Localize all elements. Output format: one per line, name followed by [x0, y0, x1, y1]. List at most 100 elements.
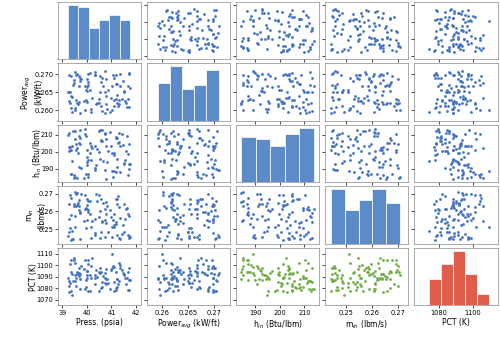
Point	[454, 160, 462, 166]
Point	[386, 270, 394, 275]
Point	[375, 106, 383, 112]
Point	[349, 78, 357, 84]
Point	[434, 38, 442, 43]
Point	[372, 104, 380, 110]
Point	[275, 34, 283, 40]
Point	[464, 218, 471, 224]
Point	[448, 22, 456, 28]
Point	[76, 76, 84, 81]
Point	[87, 109, 95, 115]
Point	[108, 83, 116, 89]
Point	[66, 229, 74, 235]
Point	[368, 41, 376, 47]
Point	[167, 14, 175, 19]
Point	[392, 107, 400, 113]
Point	[384, 34, 392, 40]
Point	[438, 43, 446, 49]
Point	[168, 163, 175, 168]
Point	[185, 131, 193, 136]
Point	[172, 168, 180, 174]
Point	[200, 209, 208, 215]
Point	[80, 84, 88, 89]
Point	[196, 135, 203, 141]
Point	[122, 206, 130, 212]
Point	[297, 16, 305, 22]
Point	[186, 211, 194, 217]
Point	[212, 235, 220, 241]
Point	[195, 236, 203, 242]
Point	[211, 207, 219, 213]
Point	[436, 26, 444, 32]
Point	[274, 19, 282, 24]
Point	[294, 270, 302, 275]
Point	[204, 286, 212, 292]
Point	[370, 35, 378, 41]
Point	[263, 83, 271, 89]
Point	[102, 167, 110, 173]
Point	[68, 228, 76, 234]
Point	[104, 149, 112, 154]
Point	[372, 126, 380, 132]
Point	[337, 143, 345, 149]
Point	[372, 286, 380, 291]
Point	[256, 30, 264, 35]
Point	[448, 159, 456, 164]
Point	[386, 101, 394, 106]
Point	[264, 71, 272, 77]
Point	[194, 198, 202, 204]
Point	[67, 93, 75, 99]
Point	[162, 136, 170, 141]
Point	[308, 265, 316, 270]
Point	[448, 92, 456, 98]
Point	[82, 225, 90, 231]
Point	[72, 283, 80, 289]
Point	[70, 257, 78, 263]
Point	[375, 22, 383, 28]
Point	[304, 101, 312, 107]
Point	[253, 191, 261, 196]
Point	[362, 93, 370, 99]
Point	[307, 28, 315, 34]
Point	[238, 266, 246, 271]
Point	[116, 143, 124, 149]
Point	[211, 157, 219, 163]
Point	[112, 287, 120, 293]
Point	[290, 279, 298, 284]
Point	[171, 49, 179, 54]
Point	[331, 150, 339, 156]
Point	[169, 28, 177, 34]
Point	[284, 214, 292, 220]
Point	[125, 235, 133, 241]
Point	[441, 206, 449, 212]
Point	[432, 219, 440, 225]
Point	[81, 107, 89, 113]
Point	[466, 168, 474, 174]
Point	[158, 224, 166, 230]
Point	[260, 76, 268, 82]
Point	[112, 101, 120, 106]
Point	[101, 110, 109, 116]
Point	[288, 287, 296, 293]
Point	[288, 103, 296, 108]
Point	[154, 41, 162, 47]
Point	[263, 25, 271, 31]
Point	[246, 16, 254, 22]
Point	[92, 272, 100, 278]
Point	[163, 234, 171, 239]
Point	[82, 88, 90, 94]
Point	[244, 73, 252, 79]
Point	[308, 219, 316, 225]
Point	[476, 77, 484, 83]
X-axis label: h$_{in}$ (Btu/lbm): h$_{in}$ (Btu/lbm)	[252, 318, 302, 331]
Point	[292, 229, 300, 235]
Point	[86, 198, 94, 204]
Point	[112, 72, 120, 78]
Point	[244, 47, 252, 53]
Point	[464, 161, 472, 167]
Point	[271, 76, 279, 81]
Point	[196, 284, 203, 290]
Point	[388, 171, 396, 177]
Point	[464, 73, 472, 79]
Point	[447, 205, 455, 211]
Point	[278, 261, 286, 267]
